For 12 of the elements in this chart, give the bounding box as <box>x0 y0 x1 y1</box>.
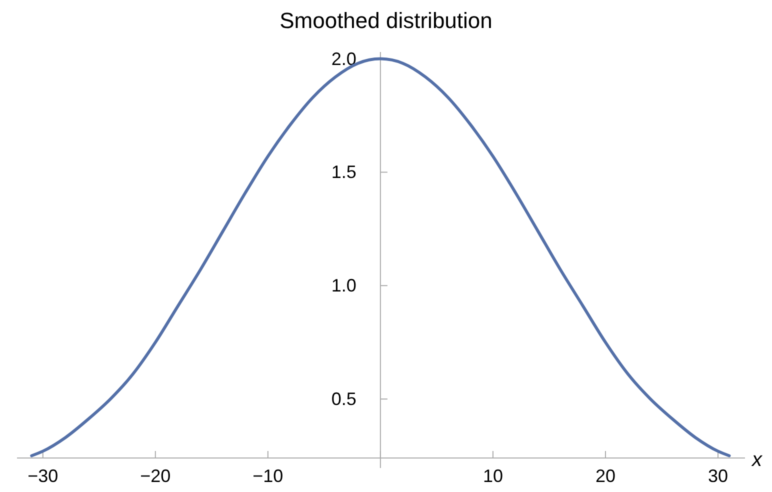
x-axis-title: x <box>751 449 763 471</box>
y-tick-label: 1.5 <box>331 162 356 182</box>
x-tick-label: −30 <box>28 466 58 486</box>
x-tick-label: 30 <box>708 466 728 486</box>
x-tick-label: −10 <box>252 466 284 486</box>
y-tick-label: 0.5 <box>331 389 356 410</box>
x-tick-label: −20 <box>140 466 171 486</box>
x-tick-label: 20 <box>595 466 616 486</box>
chart-title: Smoothed distribution <box>280 8 492 33</box>
x-tick-label: 10 <box>482 466 503 486</box>
y-tick-label: 1.0 <box>331 276 356 296</box>
y-tick-label: 2.0 <box>331 48 356 69</box>
